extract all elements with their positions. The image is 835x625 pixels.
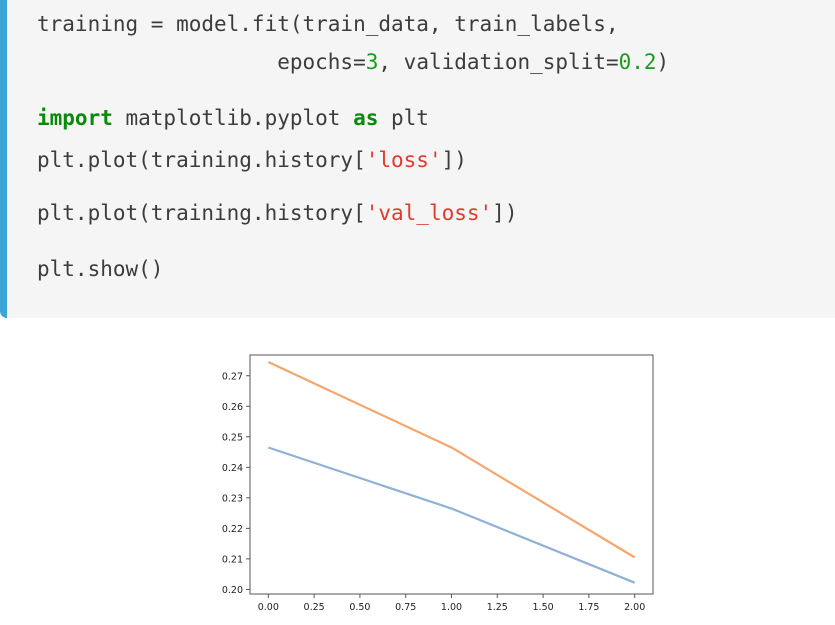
code-line-1: training = model.fit(train_data, train_l… — [37, 10, 619, 38]
x-tick-label: 2.00 — [624, 602, 645, 613]
y-tick-label: 0.27 — [222, 371, 243, 382]
code-text: plt.show() — [37, 257, 164, 281]
y-tick-label: 0.23 — [222, 493, 243, 504]
x-tick-label: 1.75 — [578, 602, 599, 613]
x-tick-label: 0.75 — [395, 602, 416, 613]
code-keyword: as — [353, 106, 379, 130]
code-text: plt — [378, 106, 429, 130]
code-text: plt.plot(training.history[ — [37, 148, 366, 172]
code-string: 'val_loss' — [365, 201, 493, 225]
code-text: matplotlib.pyplot — [112, 106, 354, 130]
code-line-4: plt.plot(training.history['loss']) — [37, 146, 467, 174]
x-tick-label: 0.25 — [304, 602, 325, 613]
y-axis: 0.20 0.21 0.22 0.23 0.24 0.25 0.26 0.27 — [222, 371, 250, 596]
code-number: 0.2 — [618, 50, 657, 74]
x-axis: 0.00 0.25 0.50 0.75 1.00 1.25 1.50 1.75 2.00 — [258, 594, 645, 613]
y-tick-label: 0.25 — [222, 432, 243, 443]
series-val-loss-line — [267, 361, 636, 559]
code-line-2: epochs=3, validation_split=0.2) — [37, 48, 669, 76]
x-tick-label: 1.50 — [533, 602, 554, 613]
y-tick-label: 0.21 — [222, 554, 243, 565]
code-number: 3 — [365, 50, 379, 74]
code-keyword: import — [37, 106, 113, 130]
y-tick-label: 0.24 — [222, 463, 243, 474]
x-tick-label: 1.25 — [487, 602, 508, 613]
y-tick-label: 0.26 — [222, 402, 243, 413]
code-text: training = model.fit(train_data, train_l… — [37, 12, 619, 36]
x-tick-label: 1.00 — [441, 602, 462, 613]
series-lines — [267, 361, 636, 584]
x-tick-label: 0.50 — [349, 602, 370, 613]
code-line-6: plt.show() — [37, 255, 163, 283]
code-string: 'loss' — [365, 148, 442, 172]
y-tick-label: 0.22 — [222, 524, 243, 535]
y-tick-label: 0.20 — [222, 585, 243, 596]
code-text: ) — [656, 50, 670, 74]
code-block: training = model.fit(train_data, train_l… — [0, 0, 670, 318]
code-text: ]) — [492, 201, 518, 225]
plot-area-frame — [249, 354, 654, 595]
code-text: epochs= — [37, 50, 366, 74]
code-text: plt.plot(training.history[ — [37, 201, 366, 225]
code-text: , validation_split= — [378, 50, 619, 74]
x-tick-label: 0.00 — [258, 602, 279, 613]
code-line-3: import matplotlib.pyplot as plt — [37, 104, 429, 132]
code-text: ]) — [441, 148, 467, 172]
code-line-5: plt.plot(training.history['val_loss']) — [37, 199, 517, 227]
series-loss-line — [267, 446, 636, 584]
